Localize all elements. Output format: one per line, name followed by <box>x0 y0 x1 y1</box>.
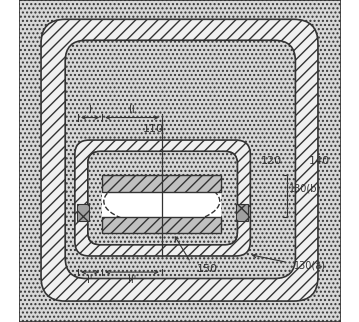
Text: 130(b): 130(b) <box>289 183 321 194</box>
Text: 110: 110 <box>143 124 164 134</box>
Ellipse shape <box>104 178 220 225</box>
Text: I': I' <box>87 275 93 285</box>
Text: 150: 150 <box>197 264 218 274</box>
Bar <box>102 192 222 217</box>
FancyBboxPatch shape <box>88 151 237 245</box>
Text: 120: 120 <box>261 156 282 166</box>
Bar <box>102 217 222 233</box>
FancyBboxPatch shape <box>41 19 318 301</box>
Text: II': II' <box>128 275 136 285</box>
Bar <box>102 175 222 192</box>
Text: 140: 140 <box>309 156 330 166</box>
FancyBboxPatch shape <box>88 151 237 245</box>
Bar <box>78 204 89 221</box>
FancyBboxPatch shape <box>65 40 295 279</box>
Text: 130(a): 130(a) <box>294 260 326 271</box>
Text: I: I <box>89 105 92 115</box>
FancyBboxPatch shape <box>75 140 250 256</box>
Bar <box>237 204 248 221</box>
Text: II: II <box>129 105 135 115</box>
